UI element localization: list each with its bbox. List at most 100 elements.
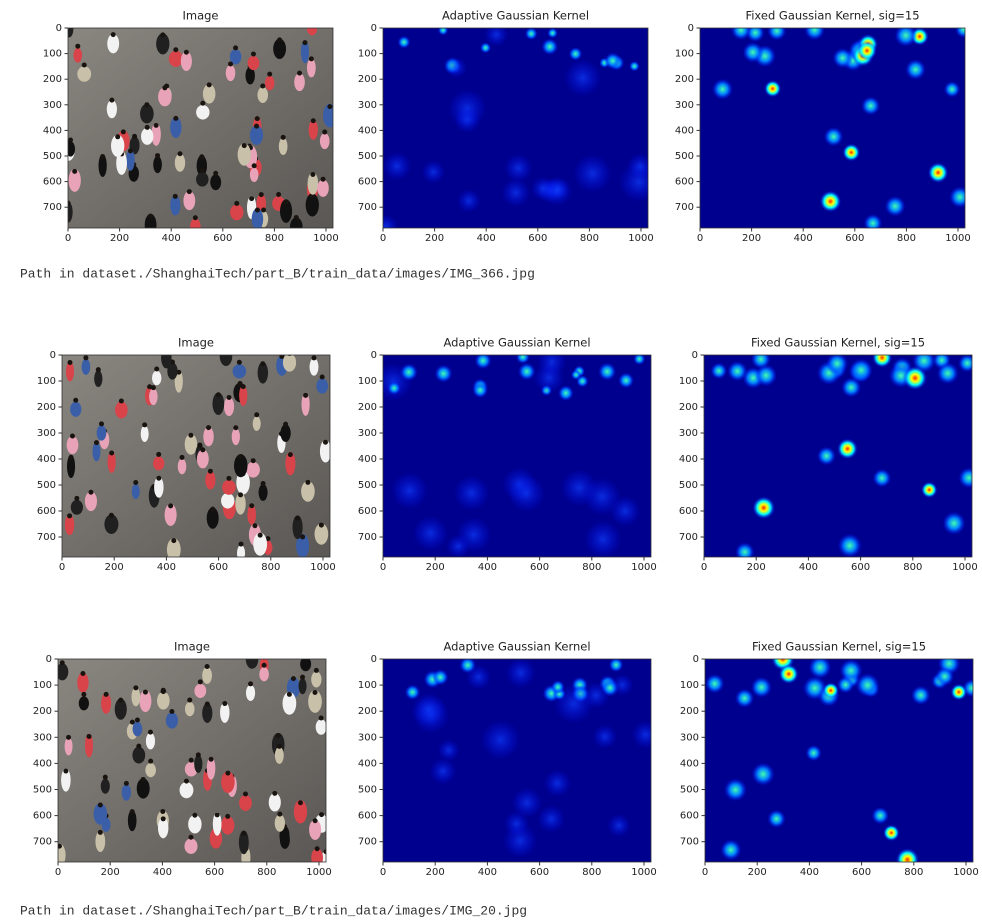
- x-tick-label: 1000: [953, 867, 978, 878]
- blob: [826, 353, 848, 375]
- y-tick-label: 500: [675, 151, 694, 162]
- blob: [937, 362, 959, 384]
- person: [220, 346, 233, 366]
- head: [255, 208, 260, 213]
- y-tick-label: 100: [675, 49, 694, 60]
- blob: [928, 162, 948, 182]
- y-tick-label: 100: [358, 49, 377, 60]
- head: [294, 215, 299, 220]
- x-tick-label: 0: [380, 867, 386, 878]
- head: [171, 538, 176, 543]
- person: [65, 737, 73, 755]
- head: [74, 496, 79, 501]
- head: [313, 818, 318, 823]
- x-tick-label: 1000: [310, 562, 335, 573]
- head: [272, 791, 277, 796]
- blob: [629, 61, 639, 71]
- y-tick-label: 100: [358, 680, 377, 691]
- x-tick-label: 0: [380, 562, 386, 573]
- person: [259, 667, 269, 681]
- y-tick-label: 400: [37, 454, 56, 465]
- person: [311, 671, 321, 687]
- person: [71, 500, 83, 515]
- x-tick-label: 400: [800, 867, 819, 878]
- head: [69, 455, 74, 460]
- head: [109, 451, 114, 456]
- blob: [413, 516, 448, 551]
- head: [164, 346, 169, 351]
- y-tick-label: 500: [679, 480, 698, 491]
- head: [206, 425, 211, 430]
- head: [242, 143, 247, 148]
- head: [103, 775, 108, 780]
- person: [65, 21, 74, 37]
- blob: [872, 807, 889, 824]
- y-tick-label: 700: [358, 202, 377, 213]
- head: [132, 134, 137, 139]
- blob: [857, 41, 877, 61]
- blob: [872, 348, 892, 368]
- x-tick-label: 400: [478, 867, 497, 878]
- blob: [506, 658, 535, 687]
- blob: [432, 669, 448, 685]
- y-tick-label: 500: [358, 785, 377, 796]
- head: [67, 513, 72, 518]
- y-tick-label: 200: [358, 74, 377, 85]
- blob: [598, 363, 616, 381]
- head: [155, 153, 160, 158]
- blob: [735, 542, 754, 561]
- density-map: [383, 657, 659, 862]
- person: [226, 65, 236, 81]
- person: [275, 747, 284, 764]
- person: [253, 417, 261, 431]
- blob: [764, 80, 781, 97]
- head: [295, 516, 300, 521]
- y-tick-label: 400: [675, 125, 694, 136]
- y-tick-label: 0: [56, 23, 62, 34]
- head: [261, 208, 266, 213]
- blob: [838, 534, 862, 558]
- head: [160, 32, 165, 37]
- x-tick-label: 800: [904, 867, 923, 878]
- blob: [850, 359, 873, 382]
- head: [251, 52, 256, 57]
- x-tick-label: 200: [105, 562, 124, 573]
- head: [133, 685, 138, 690]
- head: [249, 503, 254, 508]
- density-map: [704, 348, 979, 562]
- y-tick-label: 400: [33, 758, 52, 769]
- blob: [752, 496, 775, 519]
- person: [132, 747, 145, 764]
- head: [233, 45, 238, 50]
- x-tick-label: 600: [528, 233, 547, 244]
- head: [239, 542, 244, 547]
- x-tick-label: 200: [101, 867, 120, 878]
- head: [238, 492, 243, 497]
- y-tick-label: 500: [37, 480, 56, 491]
- head: [162, 85, 167, 90]
- person: [101, 779, 110, 794]
- blob: [454, 107, 480, 133]
- head: [248, 681, 253, 686]
- x-tick-label: 200: [748, 867, 767, 878]
- person: [166, 712, 178, 728]
- y-tick-label: 700: [358, 837, 377, 848]
- head: [68, 138, 73, 143]
- head: [118, 698, 123, 703]
- blob: [457, 189, 480, 212]
- head: [173, 47, 178, 52]
- blob: [501, 178, 529, 206]
- head: [63, 769, 68, 774]
- x-tick-label: 800: [265, 233, 284, 244]
- head: [180, 455, 185, 460]
- head: [252, 523, 257, 528]
- blob: [903, 366, 927, 390]
- head: [238, 454, 243, 459]
- subplot-title: Adaptive Gaussian Kernel: [443, 640, 590, 654]
- person: [70, 402, 81, 417]
- person: [66, 141, 75, 156]
- person: [133, 722, 143, 737]
- person: [280, 424, 290, 442]
- y-tick-label: 0: [46, 654, 52, 665]
- head: [215, 812, 220, 817]
